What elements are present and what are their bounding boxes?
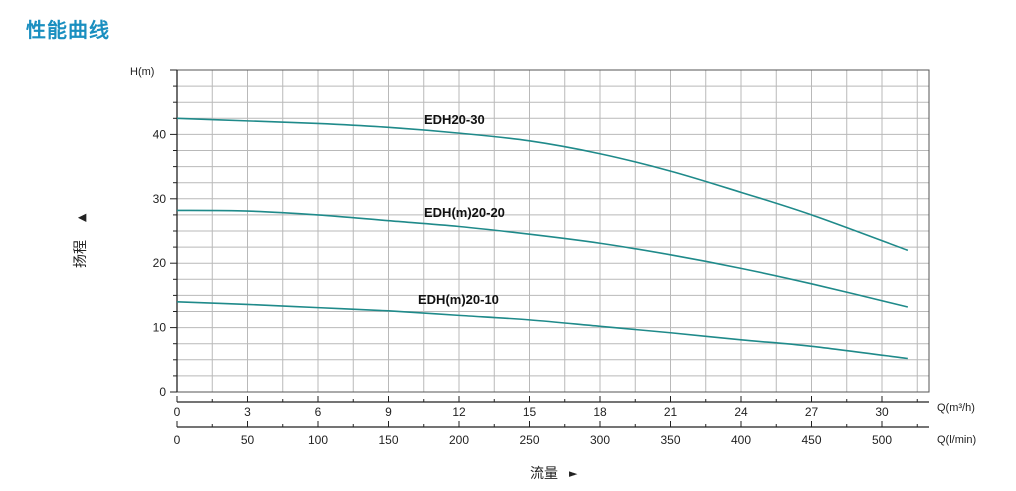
x-tick-label: 21	[664, 405, 678, 419]
y-tick-label: 30	[153, 192, 167, 206]
series-label: EDH20-30	[424, 112, 485, 127]
x-secondary-tick-label: 250	[519, 433, 539, 447]
x-secondary-tick-label: 0	[174, 433, 181, 447]
page-title: 性能曲线	[26, 18, 110, 42]
y-tick-label: 40	[153, 127, 167, 141]
x-secondary-tick-label: 200	[449, 433, 469, 447]
x-secondary-tick-label: 150	[378, 433, 398, 447]
x-tick-label: 9	[385, 405, 392, 419]
x-tick-label: 15	[523, 405, 537, 419]
y-tick-label: 0	[159, 385, 166, 399]
x-primary-unit: Q(m³/h)	[937, 402, 975, 414]
x-tick-label: 30	[875, 405, 889, 419]
series-line	[176, 117, 909, 252]
series-label: EDH(m)20-10	[418, 292, 499, 307]
series-label: EDH(m)20-20	[424, 205, 505, 220]
x-secondary-tick-label: 450	[801, 433, 821, 447]
x-tick-label: 27	[805, 405, 819, 419]
y-tick-label: 10	[153, 321, 167, 335]
y-axis-unit: H(m)	[130, 66, 154, 78]
x-tick-label: 18	[593, 405, 607, 419]
x-tick-label: 3	[244, 405, 251, 419]
x-secondary-tick-label: 500	[872, 433, 892, 447]
series-line	[176, 209, 909, 308]
x-secondary-tick-label: 100	[308, 433, 328, 447]
x-secondary-tick-label: 50	[241, 433, 255, 447]
y-axis-name: 扬程	[73, 240, 89, 268]
series: EDH20-30 EDH(m)20-20 EDH(m)20-10	[176, 112, 909, 360]
x-secondary-tick-label: 350	[660, 433, 680, 447]
x-axis-name: 流量	[530, 466, 558, 482]
x-tick-label: 24	[734, 405, 748, 419]
series-line	[176, 301, 908, 360]
y-axis-arrow: ▲	[75, 213, 88, 222]
x-tick-label: 0	[174, 405, 181, 419]
x-secondary-unit: Q(l/min)	[937, 434, 976, 446]
x-tick-label: 6	[315, 405, 322, 419]
grid	[176, 69, 929, 393]
labels: H(m) Q(m³/h) Q(l/min) 扬程 ▲ 流量 ►	[73, 66, 976, 482]
y-axis-title: 扬程 ▲	[73, 213, 89, 268]
x-secondary-tick-label: 300	[590, 433, 610, 447]
x-tick-label: 12	[452, 405, 466, 419]
x-axis-arrow: ►	[569, 467, 578, 480]
y-tick-label: 20	[153, 256, 167, 270]
x-secondary-tick-label: 400	[731, 433, 751, 447]
